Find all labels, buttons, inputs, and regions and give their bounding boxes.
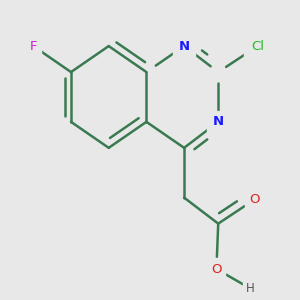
Bar bbox=[208, 111, 229, 133]
Text: N: N bbox=[213, 116, 224, 128]
Text: O: O bbox=[211, 262, 222, 276]
Text: N: N bbox=[178, 40, 190, 52]
Bar bbox=[25, 35, 41, 57]
Text: F: F bbox=[29, 40, 37, 52]
Text: Cl: Cl bbox=[251, 40, 264, 52]
Bar bbox=[173, 35, 195, 57]
Bar bbox=[245, 189, 263, 211]
Bar bbox=[208, 258, 225, 280]
Bar bbox=[244, 35, 271, 57]
Text: H: H bbox=[246, 282, 255, 295]
Bar bbox=[243, 280, 258, 297]
Text: O: O bbox=[249, 193, 260, 206]
